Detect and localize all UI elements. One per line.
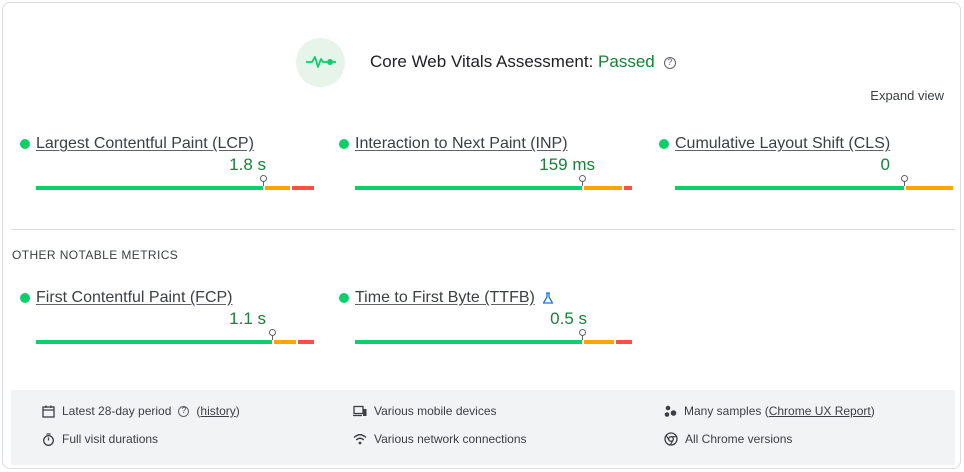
metric-fcp: First Contentful Paint (FCP) 1.1 s [20, 288, 314, 344]
distribution-bar [355, 329, 633, 344]
metric-value-ttfb: 0.5 s [550, 309, 587, 328]
metric-name-ttfb[interactable]: Time to First Byte (TTFB) [355, 289, 535, 306]
assessment-status: Passed [598, 52, 655, 71]
pulse-icon [296, 37, 345, 87]
section-divider [11, 229, 955, 230]
status-dot [20, 293, 30, 303]
calendar-icon [42, 405, 55, 418]
metric-value-lcp: 1.8 s [229, 155, 266, 174]
samples-suffix: ) [870, 404, 875, 418]
distribution-segment-poor [624, 186, 632, 190]
flask-icon[interactable] [542, 292, 554, 304]
samples-prefix: Many samples ( [684, 404, 769, 418]
metric-name-lcp[interactable]: Largest Contentful Paint (LCP) [36, 135, 254, 152]
distribution-segment-poor [292, 186, 314, 190]
chrome-versions-label: All Chrome versions [685, 432, 793, 446]
stopwatch-icon [43, 432, 54, 446]
assessment-title: Core Web Vitals Assessment: Passed? [370, 52, 676, 72]
metric-ttfb: Time to First Byte (TTFB) 0.5 s [339, 288, 632, 344]
devices-icon [353, 405, 367, 416]
status-dot [20, 139, 30, 149]
metric-value-cls: 0 [880, 155, 890, 174]
distribution-segment-needs-improvement [906, 186, 953, 190]
distribution-segment-good [36, 340, 272, 344]
wifi-icon [353, 434, 367, 445]
distribution-bar [36, 175, 314, 190]
visit-durations-item: Full visit durations [42, 432, 158, 446]
visit-durations-label: Full visit durations [62, 432, 159, 446]
chrome-versions-item: All Chrome versions [664, 432, 792, 446]
metric-cls: Cumulative Layout Shift (CLS) 0 [659, 134, 953, 190]
network-item: Various network connections [353, 432, 527, 446]
devices-item: Various mobile devices [353, 404, 497, 418]
distribution-segment-good [355, 186, 582, 190]
p75-marker [260, 175, 267, 186]
metric-value-inp: 159 ms [539, 155, 595, 174]
other-metrics-title: OTHER NOTABLE METRICS [12, 248, 179, 262]
metric-value-fcp: 1.1 s [229, 309, 266, 328]
distribution-segment-needs-improvement [584, 340, 614, 344]
network-label: Various network connections [374, 432, 527, 446]
devices-label: Various mobile devices [374, 404, 497, 418]
distribution-segment-poor [616, 340, 632, 344]
distribution-segment-needs-improvement [265, 186, 290, 190]
data-source-footer: Latest 28-day period ? (history) Full vi… [11, 390, 955, 465]
metric-name-fcp[interactable]: First Contentful Paint (FCP) [36, 289, 233, 306]
status-dot [659, 139, 669, 149]
metric-inp: Interaction to Next Paint (INP) 159 ms [339, 134, 632, 190]
history-link[interactable]: history [200, 404, 236, 418]
chrome-icon [664, 432, 678, 446]
metric-lcp: Largest Contentful Paint (LCP) 1.8 s [20, 134, 314, 190]
distribution-segment-needs-improvement [274, 340, 296, 344]
metric-name-inp[interactable]: Interaction to Next Paint (INP) [355, 135, 568, 152]
distribution-bar [36, 329, 314, 344]
assessment-header: Core Web Vitals Assessment: Passed? [296, 37, 676, 87]
assessment-label: Core Web Vitals Assessment: [370, 52, 599, 71]
p75-marker [901, 175, 908, 186]
distribution-bar [675, 175, 953, 190]
period-label: Latest 28-day period [62, 404, 172, 418]
chrome-ux-report-link[interactable]: Chrome UX Report [768, 404, 871, 418]
distribution-segment-needs-improvement [584, 186, 622, 190]
distribution-segment-poor [298, 340, 314, 344]
status-dot [339, 293, 349, 303]
distribution-segment-good [36, 186, 263, 190]
period-item: Latest 28-day period ? (history) [42, 404, 240, 418]
distribution-segment-good [355, 340, 582, 344]
distribution-segment-good [675, 186, 904, 190]
p75-marker [579, 175, 586, 186]
metric-name-cls[interactable]: Cumulative Layout Shift (CLS) [675, 135, 891, 152]
p75-marker [579, 329, 586, 340]
samples-icon [664, 405, 677, 417]
history-paren-close: ) [235, 404, 240, 418]
p75-marker [269, 329, 276, 340]
expand-view-link[interactable]: Expand view [870, 88, 944, 103]
status-dot [339, 139, 349, 149]
samples-item: Many samples (Chrome UX Report) [664, 404, 875, 418]
distribution-bar [355, 175, 633, 190]
help-icon[interactable]: ? [663, 56, 676, 69]
help-icon[interactable]: ? [178, 405, 190, 417]
history-paren-open: ( [196, 404, 201, 418]
